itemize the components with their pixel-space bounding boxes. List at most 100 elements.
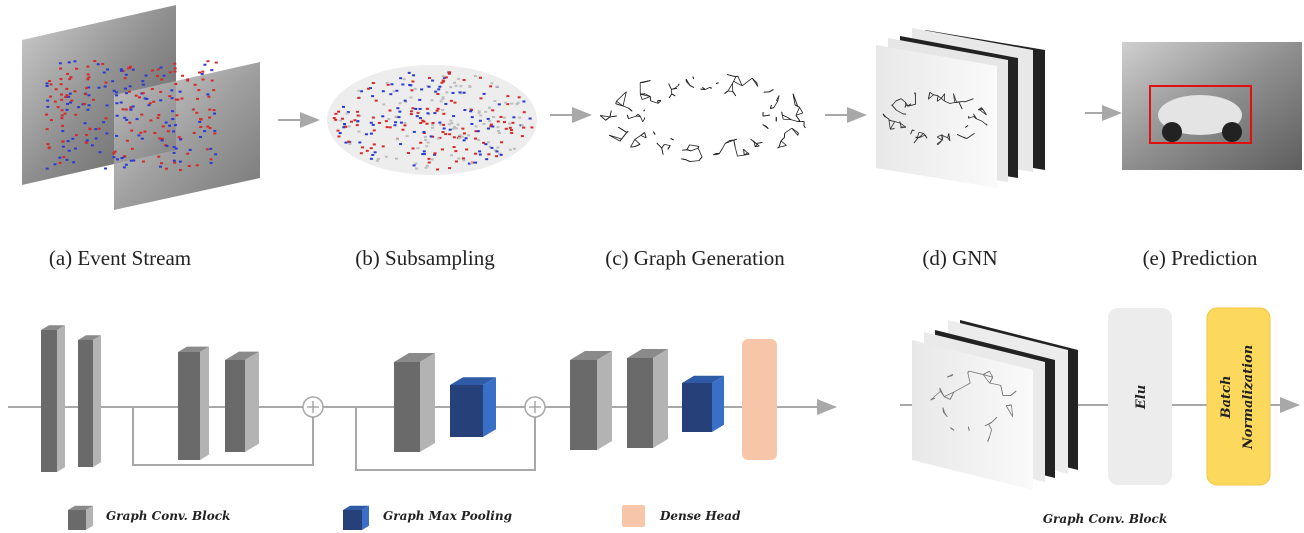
event-dot: [49, 119, 53, 122]
event-dot: [186, 78, 190, 81]
event-dot: [203, 130, 207, 133]
event-dot: [411, 107, 415, 110]
event-dot: [73, 60, 77, 63]
event-dot: [72, 161, 76, 164]
graph-edge: [733, 140, 736, 148]
event-dot: [448, 128, 452, 131]
event-dot: [122, 166, 126, 169]
graph-edge: [770, 105, 772, 109]
graph-edge: [889, 121, 896, 130]
graph-edge: [718, 148, 723, 154]
event-dot: [213, 129, 217, 132]
batch-norm-label: Normalization: [1241, 345, 1256, 450]
graph-edge: [1010, 390, 1017, 396]
event-dot: [157, 114, 161, 117]
prediction-image: [1122, 42, 1302, 170]
graph-edge: [942, 135, 948, 139]
graph-edge: [940, 93, 945, 99]
graph-edge: [988, 423, 992, 430]
event-dot: [65, 87, 69, 90]
event-dot: [198, 71, 202, 74]
event-dot: [495, 150, 499, 153]
event-dot: [103, 167, 107, 170]
graph-edge: [799, 107, 804, 114]
graph-edge: [899, 121, 901, 124]
event-dot: [61, 130, 65, 133]
event-dot: [421, 153, 425, 156]
graph-edge: [668, 93, 673, 99]
graph-edge: [958, 101, 963, 110]
event-dot: [115, 158, 119, 161]
event-dot: [474, 137, 478, 140]
event-dot: [48, 80, 52, 83]
event-dot: [156, 68, 160, 71]
event-dot: [347, 125, 351, 128]
event-dot: [468, 85, 472, 88]
graph-edge: [640, 135, 647, 139]
event-dot: [199, 118, 203, 121]
event-dot: [129, 159, 133, 162]
event-dot: [63, 112, 67, 115]
graph-edge: [936, 134, 942, 138]
event-dot: [426, 112, 430, 115]
graph-edge: [891, 100, 897, 106]
event-dot: [420, 88, 424, 91]
event-dot: [407, 71, 411, 74]
event-dot: [493, 149, 497, 152]
event-dot: [68, 78, 72, 81]
graph-edge: [640, 80, 651, 84]
event-dot: [431, 121, 435, 124]
graph-edge: [948, 133, 951, 141]
event-dot: [458, 91, 462, 94]
graph-edge: [936, 139, 943, 145]
event-dot: [75, 67, 79, 70]
event-dot: [58, 156, 62, 159]
event-dot: [430, 158, 434, 161]
event-dot: [430, 99, 434, 102]
event-dot: [349, 120, 353, 123]
event-dot: [396, 107, 400, 110]
event-dot: [88, 128, 92, 131]
event-dot: [461, 127, 465, 130]
event-dot: [467, 134, 471, 137]
event-dot: [356, 121, 360, 124]
graph-edge: [737, 76, 743, 86]
event-dot: [208, 108, 212, 111]
event-dot: [199, 135, 203, 138]
graph-edge: [882, 113, 887, 118]
event-dot: [166, 130, 170, 133]
event-dot: [487, 106, 491, 109]
event-dot: [91, 98, 95, 101]
layer-block: [450, 377, 496, 437]
graph-edge: [976, 118, 982, 122]
graph-edge: [787, 117, 792, 120]
event-dot: [418, 107, 422, 110]
graph-edge: [756, 142, 763, 144]
event-dot: [347, 140, 351, 143]
graph-edge: [734, 147, 738, 157]
graph-edge: [722, 143, 726, 149]
graph-edge: [803, 125, 806, 129]
graph-edge: [753, 141, 757, 144]
network-blocks: [41, 325, 724, 530]
event-dot: [427, 85, 431, 88]
event-dot: [178, 160, 182, 163]
event-dot: [427, 161, 431, 164]
event-dot: [397, 116, 401, 119]
event-dot: [497, 132, 501, 135]
graph-edge: [726, 74, 736, 78]
event-dot: [386, 83, 390, 86]
event-dot: [482, 122, 486, 125]
graph-edge: [947, 375, 953, 378]
event-dot: [469, 110, 473, 113]
graph-edge: [983, 374, 993, 378]
graph-edge: [889, 119, 895, 122]
event-dot: [467, 162, 471, 165]
event-dot: [173, 70, 177, 73]
event-dot: [478, 76, 482, 79]
event-dot: [69, 101, 73, 104]
graph-edge: [634, 139, 641, 145]
event-dot: [502, 116, 506, 119]
event-dot: [449, 119, 453, 122]
event-dot: [401, 83, 405, 86]
